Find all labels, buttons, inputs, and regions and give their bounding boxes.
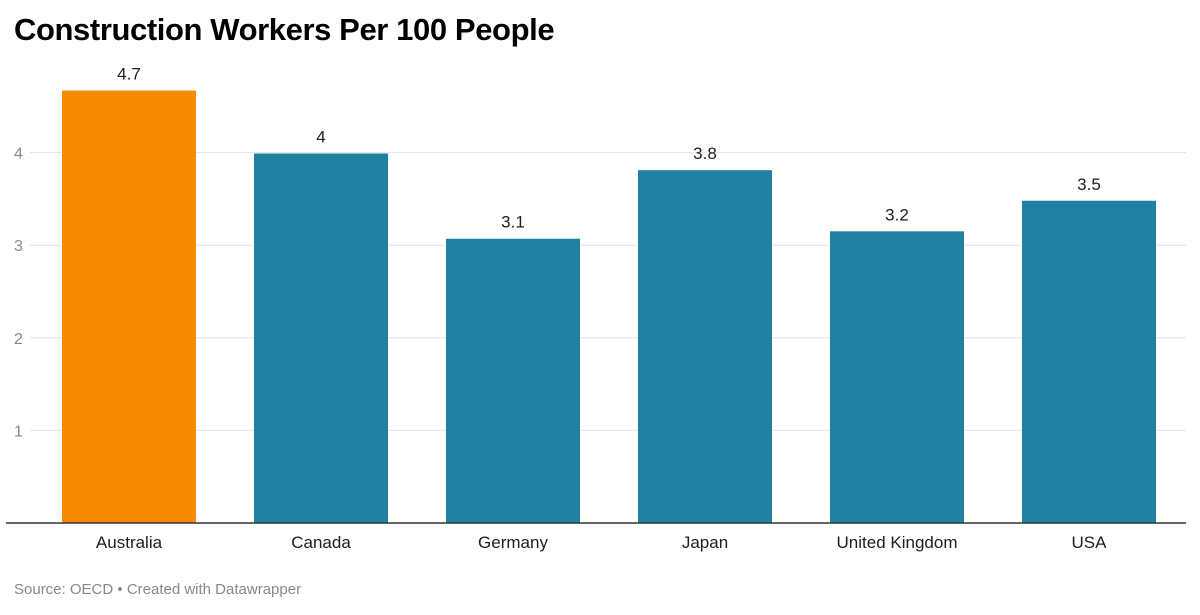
- category-label-japan: Japan: [682, 533, 728, 552]
- category-label-australia: Australia: [96, 533, 163, 552]
- y-axis-ticks: 1 2 3 4: [14, 146, 23, 441]
- source-text: Source: OECD: [14, 581, 114, 598]
- category-label-germany: Germany: [478, 533, 548, 552]
- value-label-canada: 4: [316, 128, 325, 147]
- bar-germany: [446, 238, 580, 523]
- bars: [62, 90, 1156, 524]
- value-label-australia: 4.7: [117, 65, 141, 84]
- datawrapper-credit-link[interactable]: Created with Datawrapper: [126, 581, 302, 598]
- value-label-japan: 3.8: [693, 144, 717, 163]
- x-axis-labels: Australia Canada Germany Japan United Kingdo…: [96, 533, 1107, 552]
- y-tick-label-4: 4: [14, 146, 23, 163]
- bar-canada: [254, 153, 388, 523]
- bar-australia: [62, 90, 196, 524]
- category-label-canada: Canada: [291, 533, 351, 552]
- footer-separator: •: [117, 581, 123, 598]
- bar-japan: [638, 170, 772, 523]
- chart-title: Construction Workers Per 100 People: [14, 12, 555, 47]
- category-label-united-kingdom: United Kingdom: [837, 533, 958, 552]
- y-tick-label-3: 3: [14, 238, 23, 255]
- value-labels: 4.7 4 3.1 3.8 3.2 3.5: [117, 65, 1101, 232]
- value-label-germany: 3.1: [501, 213, 525, 232]
- y-tick-label-1: 1: [14, 423, 23, 440]
- bar-usa: [1022, 200, 1156, 523]
- value-label-united-kingdom: 3.2: [885, 205, 909, 224]
- bar-united-kingdom: [830, 231, 964, 523]
- category-label-usa: USA: [1072, 533, 1108, 552]
- y-tick-label-2: 2: [14, 331, 23, 348]
- footer: Source: OECD • Created with Datawrapper: [14, 581, 301, 598]
- value-label-usa: 3.5: [1077, 175, 1101, 194]
- gridlines: [30, 152, 1186, 431]
